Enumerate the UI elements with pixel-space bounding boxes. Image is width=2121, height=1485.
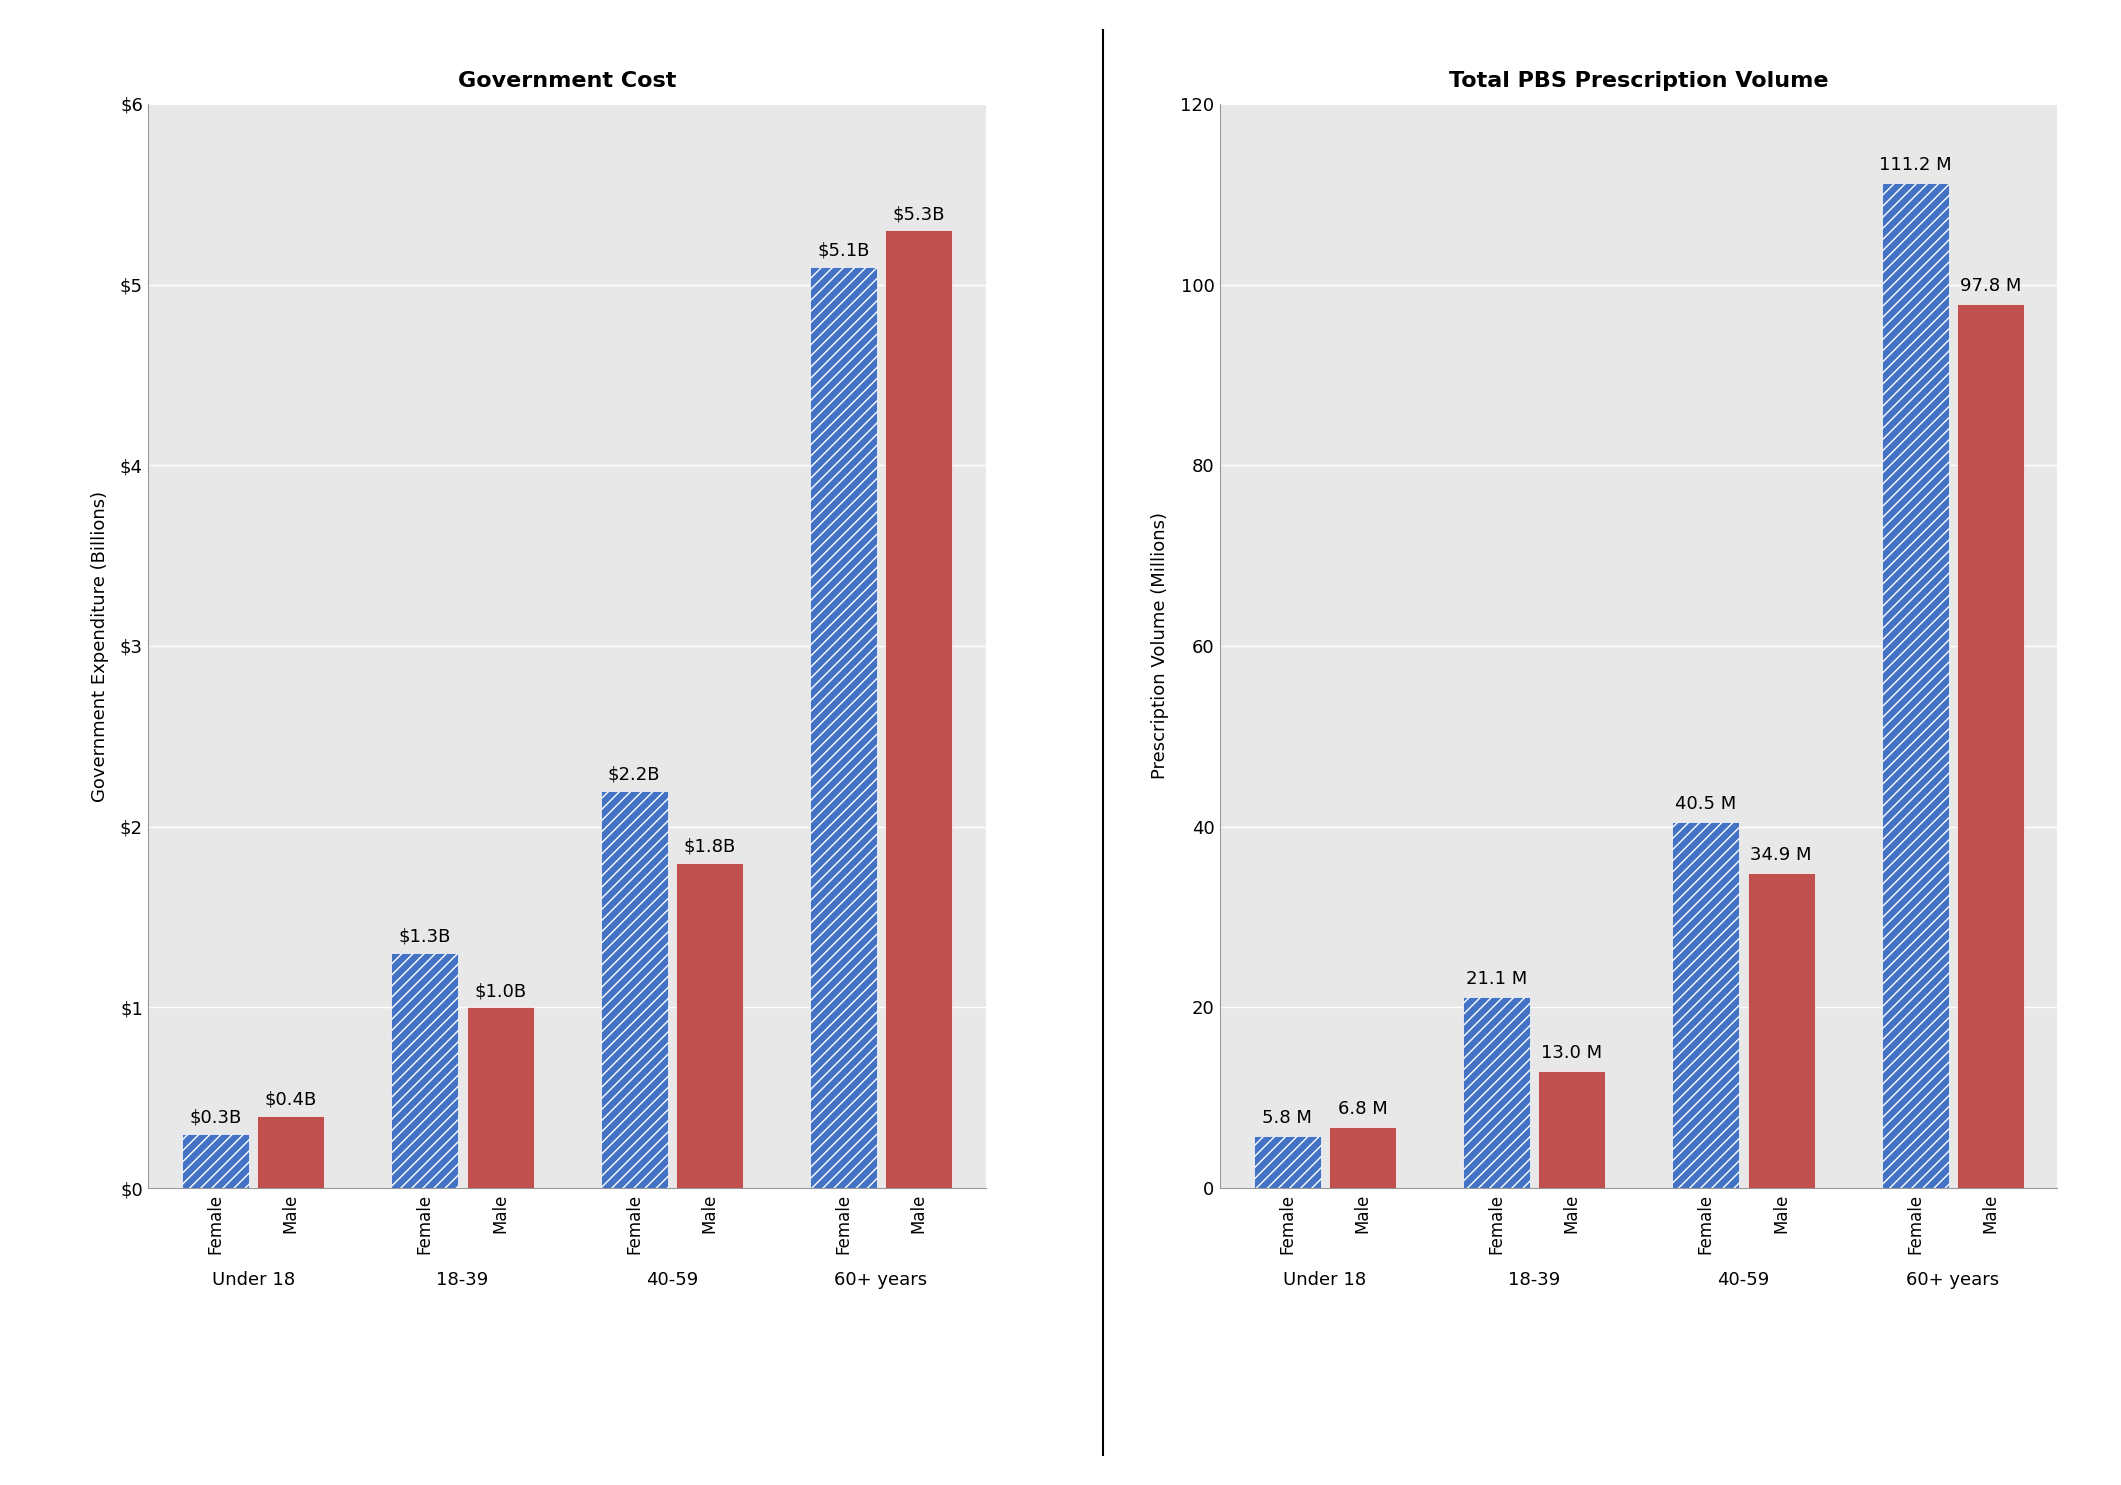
Text: 34.9 M: 34.9 M: [1750, 845, 1811, 864]
Text: $1.3B: $1.3B: [399, 928, 452, 946]
Text: 40-59: 40-59: [1718, 1271, 1769, 1289]
Text: Under 18: Under 18: [212, 1271, 295, 1289]
Text: 40.5 M: 40.5 M: [1676, 794, 1737, 814]
Bar: [600, 790, 668, 1188]
Text: $5.1B: $5.1B: [817, 242, 870, 260]
Y-axis label: Government Expenditure (Billions): Government Expenditure (Billions): [91, 490, 108, 802]
Bar: [1748, 873, 1816, 1188]
Bar: [1330, 1127, 1396, 1188]
Text: $1.8B: $1.8B: [683, 838, 736, 855]
Bar: [1881, 184, 1949, 1188]
Text: $5.3B: $5.3B: [893, 205, 946, 223]
Text: $0.4B: $0.4B: [265, 1090, 316, 1108]
Title: Government Cost: Government Cost: [458, 71, 677, 91]
Bar: [467, 1007, 534, 1188]
Text: 60+ years: 60+ years: [834, 1271, 927, 1289]
Bar: [810, 266, 876, 1188]
Text: $2.2B: $2.2B: [609, 765, 660, 783]
Bar: [1463, 998, 1529, 1188]
Y-axis label: Prescription Volume (Millions): Prescription Volume (Millions): [1152, 512, 1169, 780]
Text: 13.0 M: 13.0 M: [1542, 1044, 1601, 1062]
Bar: [884, 230, 952, 1188]
Bar: [390, 953, 458, 1188]
Text: 111.2 M: 111.2 M: [1879, 156, 1951, 174]
Text: 21.1 M: 21.1 M: [1466, 970, 1527, 989]
Text: 40-59: 40-59: [645, 1271, 698, 1289]
Bar: [1254, 1136, 1321, 1188]
Text: 97.8 M: 97.8 M: [1960, 278, 2021, 296]
Text: 5.8 M: 5.8 M: [1262, 1109, 1313, 1127]
Bar: [1538, 1071, 1606, 1188]
Bar: [1958, 304, 2023, 1188]
Text: 18-39: 18-39: [1508, 1271, 1561, 1289]
Text: 60+ years: 60+ years: [1907, 1271, 2000, 1289]
Title: Total PBS Prescription Volume: Total PBS Prescription Volume: [1449, 71, 1828, 91]
Text: Under 18: Under 18: [1283, 1271, 1366, 1289]
Text: 6.8 M: 6.8 M: [1338, 1099, 1387, 1118]
Text: $0.3B: $0.3B: [189, 1109, 242, 1127]
Text: 18-39: 18-39: [437, 1271, 488, 1289]
Bar: [677, 863, 742, 1188]
Bar: [182, 1135, 248, 1188]
Bar: [1671, 823, 1739, 1188]
Text: $1.0B: $1.0B: [475, 982, 526, 999]
Bar: [257, 1115, 325, 1188]
